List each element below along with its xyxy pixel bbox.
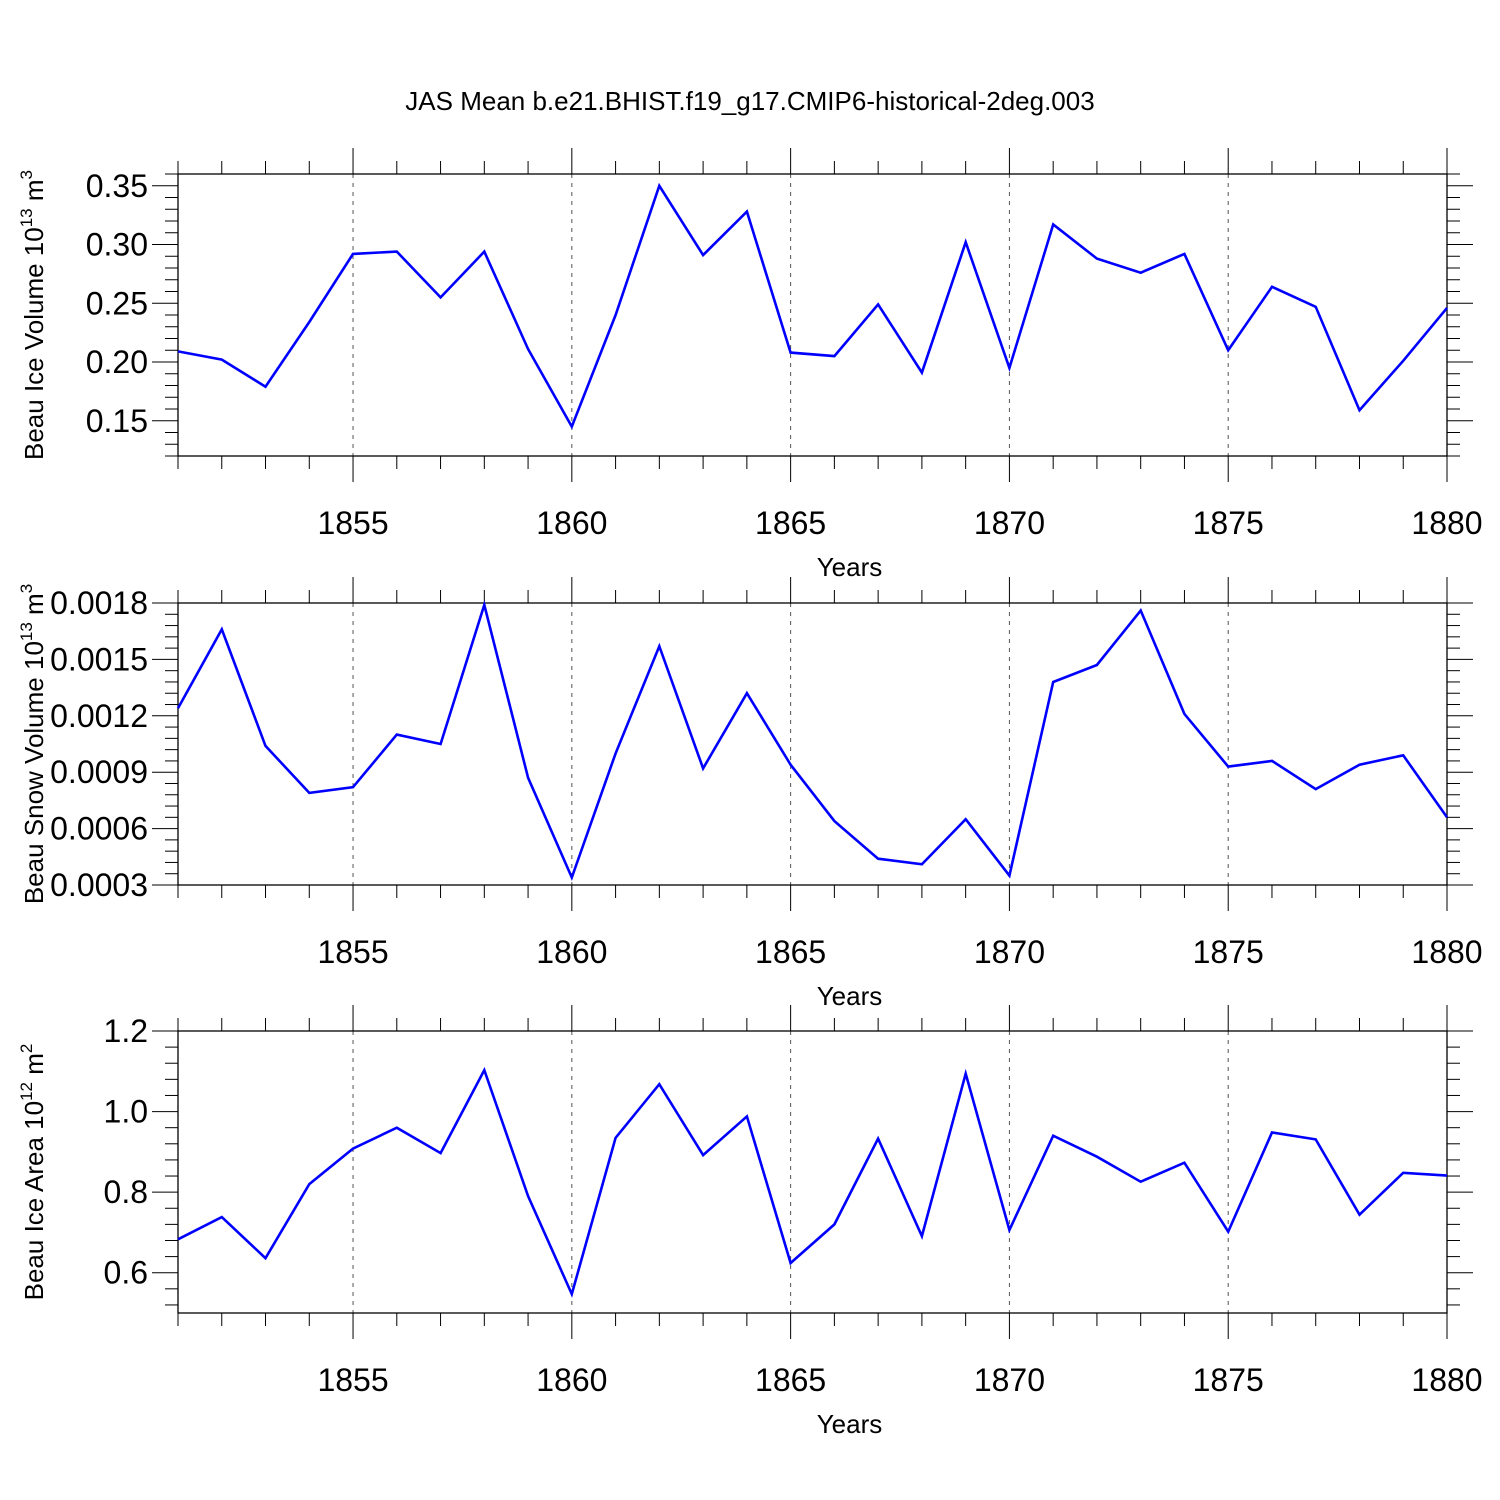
x-tick-label: 1855: [317, 934, 388, 970]
y-tick-label: 0.0015: [50, 641, 148, 677]
x-tick-label: 1860: [536, 505, 607, 541]
y-tick-label: 0.25: [86, 285, 148, 321]
x-tick-label: 1875: [1193, 1362, 1264, 1398]
series-line: [176, 600, 1449, 882]
y-tick-label: 0.15: [86, 403, 148, 439]
series-line: [177, 182, 1449, 430]
panel-3: 0.6 0.8 1.0 1.2 1855 1860 1865 1870 1875 1880 Year…: [17, 1005, 1483, 1439]
x-tick-label: 1875: [1193, 505, 1264, 541]
x-axis-title: Years: [817, 981, 883, 1011]
y-tick-label: 1.2: [104, 1013, 148, 1049]
y-axis-title: Beau Ice Area 1012 m2: [17, 1044, 49, 1301]
y-axis-title: Beau Ice Volume 1013 m3: [17, 170, 49, 460]
x-tick-label: 1870: [974, 505, 1045, 541]
x-tick-label: 1865: [755, 505, 826, 541]
panel-1: 0.15 0.20 0.25 0.30 0.35 1855 1860 1865 1870 1875…: [17, 148, 1483, 582]
panel-2: 0.0003 0.0006 0.0009 0.0012 0.0015 0.0018 1855…: [17, 577, 1483, 1011]
plot-frame: [177, 1030, 1448, 1314]
x-axis-title: Years: [817, 552, 883, 582]
y-axis-title: Beau Snow Volume 1013 m3: [17, 584, 49, 904]
x-tick-label: 1855: [317, 1362, 388, 1398]
y-tick-label: 1.0: [104, 1094, 148, 1130]
plot-frame: [177, 602, 1448, 886]
x-tick-label: 1870: [974, 1362, 1045, 1398]
figure-title: JAS Mean b.e21.BHIST.f19_g17.CMIP6-histo…: [405, 86, 1094, 116]
y-tick-label: 0.8: [104, 1174, 148, 1210]
y-tick-label: 0.0018: [50, 585, 148, 621]
series-line: [177, 1066, 1448, 1298]
x-tick-label: 1865: [755, 1362, 826, 1398]
y-tick-label: 0.0009: [50, 754, 148, 790]
x-tick-label: 1860: [536, 1362, 607, 1398]
x-tick-label: 1880: [1411, 934, 1482, 970]
y-tick-label: 0.20: [86, 344, 148, 380]
y-tick-label: 0.35: [86, 168, 148, 204]
x-tick-label: 1865: [755, 934, 826, 970]
x-tick-label: 1870: [974, 934, 1045, 970]
y-tick-label: 0.0006: [50, 811, 148, 847]
y-tick-label: 0.30: [86, 227, 148, 263]
y-tick-label: 0.6: [104, 1255, 148, 1291]
x-tick-label: 1860: [536, 934, 607, 970]
y-tick-label: 0.0003: [50, 867, 148, 903]
x-axis-title: Years: [817, 1409, 883, 1439]
y-tick-label: 0.0012: [50, 698, 148, 734]
x-tick-label: 1855: [317, 505, 388, 541]
panels: 0.15 0.20 0.25 0.30 0.35 1855 1860 1865 1870 1875…: [17, 148, 1483, 1439]
x-tick-label: 1880: [1411, 1362, 1482, 1398]
x-tick-label: 1875: [1193, 934, 1264, 970]
x-tick-label: 1880: [1411, 505, 1482, 541]
